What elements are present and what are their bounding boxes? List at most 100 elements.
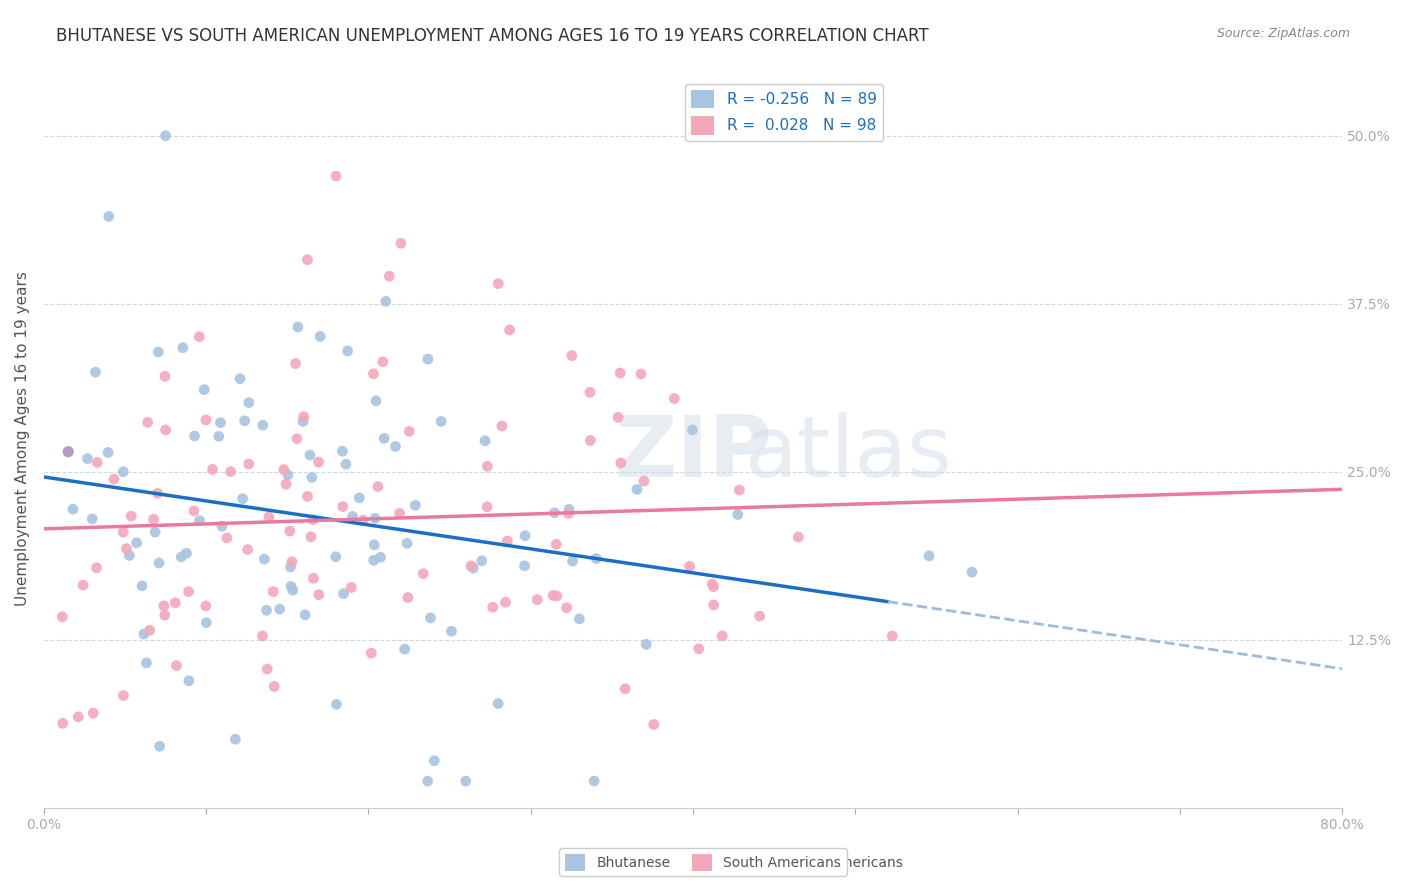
Point (285, 432, 308, 446)
Point (188, 514, 211, 528)
Point (360, 646, 382, 660)
Point (115, 541, 138, 556)
Point (253, 552, 276, 566)
Point (252, 418, 274, 433)
Point (195, 615, 218, 630)
Point (664, 392, 686, 406)
Text: atlas: atlas (745, 411, 953, 494)
Point (364, 393, 387, 408)
Point (215, 531, 238, 545)
Point (474, 434, 496, 448)
Point (396, 536, 419, 550)
Point (378, 269, 401, 284)
Point (287, 320, 309, 334)
Point (486, 697, 509, 711)
Point (183, 429, 205, 443)
Point (142, 512, 165, 526)
Point (194, 413, 217, 427)
Point (370, 550, 392, 565)
Point (678, 559, 700, 574)
Point (481, 600, 503, 615)
Text: Source: ZipAtlas.com: Source: ZipAtlas.com (1216, 27, 1350, 40)
Point (274, 477, 297, 491)
Point (278, 524, 301, 538)
Point (471, 554, 494, 568)
Point (256, 603, 278, 617)
Point (352, 513, 374, 527)
Point (131, 579, 153, 593)
Point (416, 352, 439, 367)
Point (292, 414, 315, 428)
Point (728, 483, 751, 497)
Point (555, 600, 578, 615)
Point (486, 277, 509, 291)
Point (299, 530, 322, 544)
Point (398, 425, 420, 439)
Point (302, 513, 325, 527)
Point (332, 444, 354, 458)
Point (308, 588, 330, 602)
Point (384, 440, 406, 454)
Point (82, 706, 104, 721)
Point (561, 554, 583, 568)
Point (297, 252, 319, 267)
Point (238, 395, 260, 409)
Point (546, 537, 568, 551)
Point (149, 739, 172, 754)
Point (557, 507, 579, 521)
Point (423, 754, 446, 768)
Point (281, 555, 304, 569)
Point (146, 486, 169, 500)
Point (183, 504, 205, 518)
Point (125, 536, 148, 550)
Point (166, 658, 188, 673)
Point (568, 612, 591, 626)
Point (610, 456, 633, 470)
Point (332, 587, 354, 601)
Point (526, 592, 548, 607)
Point (284, 357, 307, 371)
Point (229, 372, 252, 386)
Point (76, 451, 98, 466)
Point (153, 369, 176, 384)
Point (325, 698, 347, 712)
Point (681, 423, 703, 437)
Point (302, 571, 325, 585)
Point (211, 519, 233, 533)
Point (82, 512, 104, 526)
Point (541, 589, 564, 603)
Point (363, 367, 385, 381)
Point (309, 329, 332, 343)
Point (558, 502, 581, 516)
Point (491, 419, 513, 434)
Point (703, 598, 725, 612)
Point (340, 581, 363, 595)
Point (630, 367, 652, 381)
Point (297, 490, 319, 504)
Point (626, 483, 648, 497)
Point (112, 465, 135, 479)
Point (614, 681, 637, 696)
Point (232, 491, 254, 506)
Point (543, 506, 565, 520)
Point (277, 467, 299, 482)
Point (636, 637, 658, 651)
Point (430, 415, 453, 429)
Point (135, 656, 157, 670)
Point (583, 774, 606, 789)
Point (561, 349, 583, 363)
Point (702, 577, 724, 591)
Point (371, 355, 394, 369)
Point (388, 506, 411, 520)
Point (257, 510, 280, 524)
Point (882, 629, 904, 643)
Point (412, 566, 434, 581)
Point (281, 583, 304, 598)
Point (332, 500, 354, 514)
Point (177, 584, 200, 599)
Point (633, 474, 655, 488)
Point (440, 624, 463, 639)
Point (367, 479, 389, 493)
Point (374, 294, 396, 309)
Point (86, 456, 108, 470)
